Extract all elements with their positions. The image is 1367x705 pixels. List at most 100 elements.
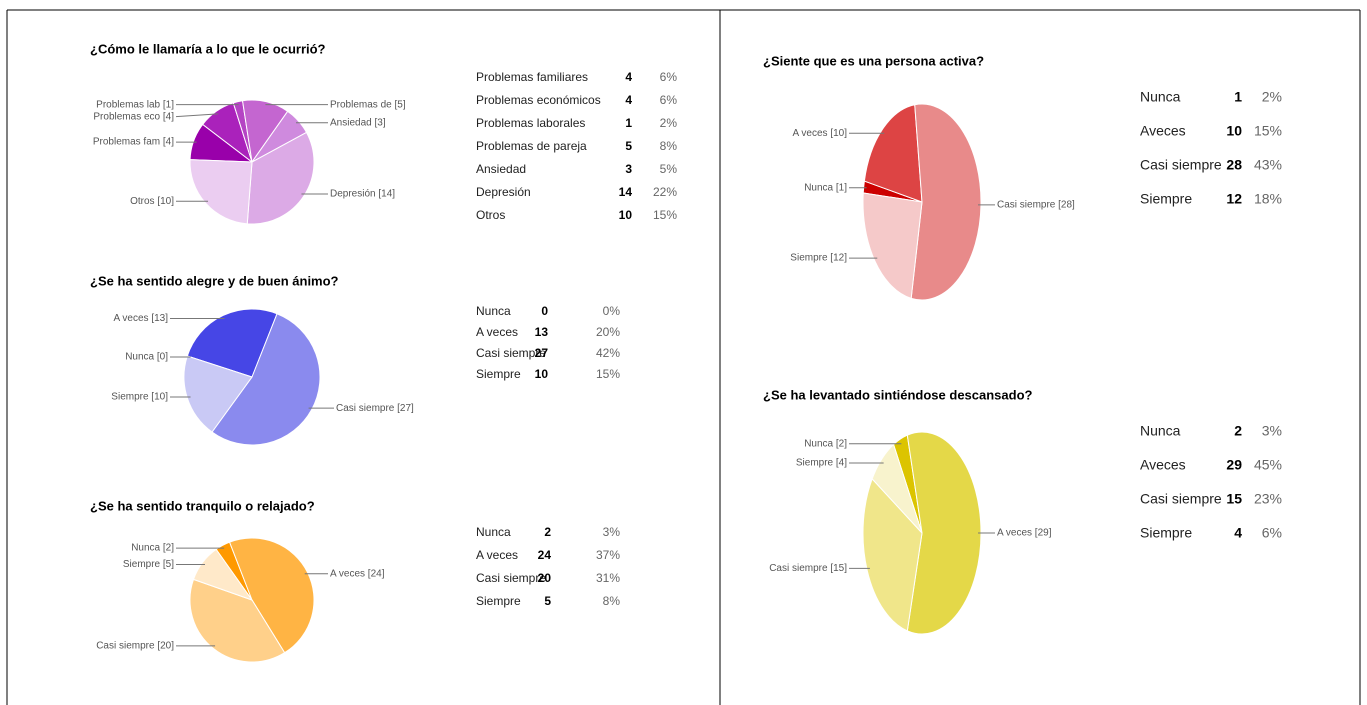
slice-label: Nunca [2]	[131, 543, 174, 554]
table-count: 1	[1234, 89, 1242, 105]
table-count: 2	[544, 525, 551, 539]
pie-slice	[862, 477, 923, 632]
pie-slice	[211, 313, 321, 446]
table-percent: 15%	[1254, 123, 1282, 139]
slice-label: Casi siempre [20]	[96, 641, 174, 652]
chart-title: ¿Se ha levantado sintiéndose descansado?	[763, 387, 1033, 402]
table-percent: 5%	[660, 162, 678, 176]
table-category: Nunca	[476, 304, 511, 318]
table-category: A veces	[476, 548, 518, 562]
table-category: Nunca	[1140, 423, 1181, 439]
table-category: Siempre	[476, 594, 521, 608]
table-count: 14	[619, 185, 633, 199]
slice-label: Otros [10]	[130, 196, 174, 207]
table-category: Aveces	[1140, 123, 1186, 139]
table-percent: 43%	[1254, 157, 1282, 173]
table-percent: 23%	[1254, 491, 1282, 507]
table-percent: 2%	[660, 116, 678, 130]
table-percent: 31%	[596, 571, 620, 585]
table-count: 15	[1226, 491, 1242, 507]
table-count: 27	[535, 346, 549, 360]
table-percent: 6%	[660, 93, 678, 107]
table-count: 0	[541, 304, 548, 318]
slice-label: A veces [10]	[793, 128, 848, 139]
slice-label: Siempre [5]	[123, 559, 174, 570]
table-category: Siempre	[1140, 191, 1192, 207]
pie-slice	[183, 355, 253, 433]
table-count: 10	[619, 208, 633, 222]
pie-slice	[228, 537, 315, 654]
slice-label: Casi siempre [15]	[769, 563, 847, 574]
pie-slice	[863, 104, 923, 203]
slice-label: Problemas eco [4]	[93, 111, 174, 122]
slice-label: Nunca [2]	[804, 438, 847, 449]
slice-label: Problemas fam [4]	[93, 137, 174, 148]
slice-label: Siempre [12]	[790, 253, 847, 264]
table-count: 12	[1226, 191, 1242, 207]
table-percent: 8%	[603, 594, 621, 608]
table-percent: 45%	[1254, 457, 1282, 473]
table-category: Casi siempre	[476, 346, 546, 360]
pie-slice	[189, 578, 286, 663]
table-category: Casi siempre	[1140, 157, 1222, 173]
table-count: 2	[1234, 423, 1242, 439]
table-count: 28	[1226, 157, 1242, 173]
table-count: 1	[625, 116, 632, 130]
slice-label: Depresión [14]	[330, 189, 395, 200]
pie-slice	[862, 192, 923, 299]
chart-title: ¿Se ha sentido tranquilo o relajado?	[90, 498, 315, 513]
pie-slice	[189, 159, 253, 225]
table-category: Siempre	[1140, 525, 1192, 541]
table-category: Problemas económicos	[476, 93, 601, 107]
table-category: A veces	[476, 325, 518, 339]
leader-line	[175, 113, 219, 118]
slice-label: Casi siempre [28]	[997, 200, 1075, 211]
chart-title: ¿Siente que es una persona activa?	[763, 53, 984, 68]
table-category: Nunca	[1140, 89, 1181, 105]
table-count: 4	[1234, 525, 1242, 541]
slice-label: Siempre [4]	[796, 458, 847, 469]
table-percent: 3%	[603, 525, 621, 539]
table-category: Casi siempre	[1140, 491, 1222, 507]
slice-label: A veces [13]	[114, 313, 169, 324]
pie-slice	[192, 548, 254, 601]
table-count: 29	[1226, 457, 1242, 473]
table-category: Problemas familiares	[476, 70, 588, 84]
table-category: Casi siempre	[476, 571, 546, 585]
table-count: 24	[538, 548, 552, 562]
pie-slice	[186, 308, 278, 378]
slice-label: Nunca [1]	[804, 182, 847, 193]
slice-label: Problemas de [5]	[330, 99, 406, 110]
table-percent: 6%	[660, 70, 678, 84]
table-category: Depresión	[476, 185, 531, 199]
table-percent: 2%	[1262, 89, 1282, 105]
table-category: Siempre	[476, 367, 521, 381]
pie-slice	[871, 443, 923, 534]
table-count: 4	[625, 70, 632, 84]
table-count: 3	[625, 162, 632, 176]
table-count: 20	[538, 571, 552, 585]
pie-slice	[246, 131, 315, 225]
table-category: Otros	[476, 208, 505, 222]
table-percent: 3%	[1262, 423, 1282, 439]
slice-label: Nunca [0]	[125, 352, 168, 363]
slice-label: Ansiedad [3]	[330, 117, 386, 128]
chart-title: ¿Cómo le llamaría a lo que le ocurrió?	[90, 41, 326, 56]
table-percent: 18%	[1254, 191, 1282, 207]
slice-label: A veces [29]	[997, 528, 1052, 539]
table-percent: 6%	[1262, 525, 1282, 541]
table-count: 5	[544, 594, 551, 608]
table-category: Problemas de pareja	[476, 139, 587, 153]
table-category: Problemas laborales	[476, 116, 585, 130]
table-percent: 8%	[660, 139, 678, 153]
table-percent: 20%	[596, 325, 620, 339]
table-category: Nunca	[476, 525, 511, 539]
table-percent: 37%	[596, 548, 620, 562]
slice-label: Siempre [10]	[111, 392, 168, 403]
table-category: Aveces	[1140, 457, 1186, 473]
table-percent: 22%	[653, 185, 677, 199]
table-count: 10	[535, 367, 549, 381]
slice-label: A veces [24]	[330, 568, 385, 579]
table-percent: 15%	[596, 367, 620, 381]
